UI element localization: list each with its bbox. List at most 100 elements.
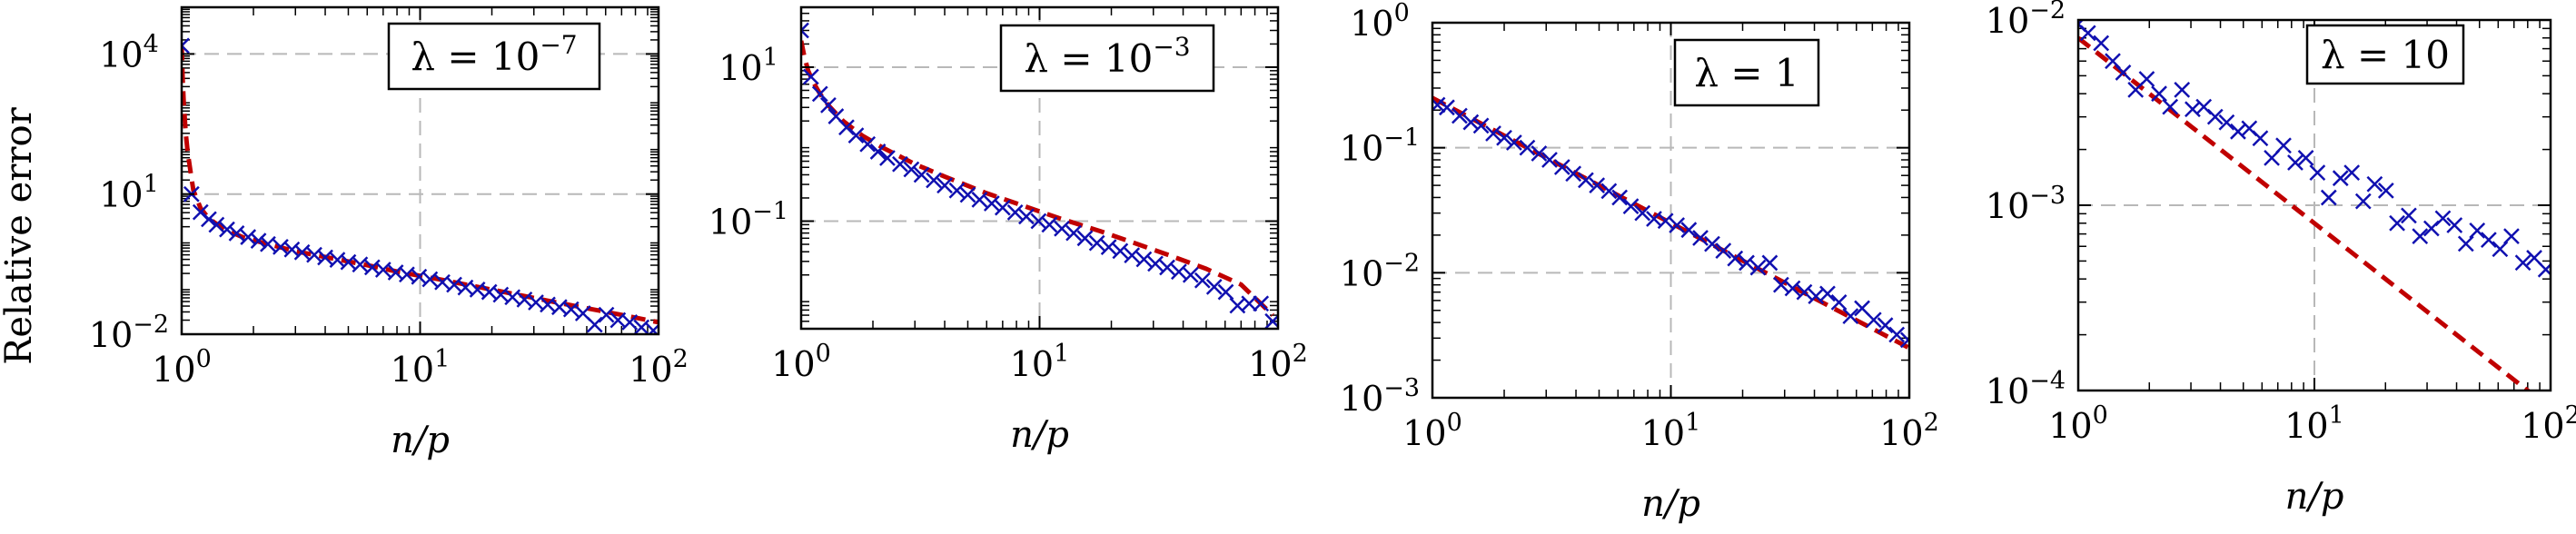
data-point-marker bbox=[1727, 250, 1744, 267]
data-point-marker bbox=[2218, 114, 2235, 131]
data-point-marker bbox=[586, 316, 603, 333]
data-point-marker bbox=[2377, 182, 2394, 199]
data-point-marker bbox=[2503, 228, 2520, 245]
plot-area bbox=[182, 37, 659, 334]
data-point-marker bbox=[1462, 114, 1480, 131]
data-point-marker bbox=[1065, 224, 1082, 242]
data-point-marker bbox=[1496, 129, 1512, 146]
x-axis-label: n/p bbox=[1641, 483, 1700, 525]
data-point-marker bbox=[1194, 272, 1211, 289]
data-point-marker bbox=[2162, 98, 2179, 115]
data-point-marker bbox=[182, 37, 190, 54]
data-point-marker bbox=[879, 150, 896, 166]
data-point-marker bbox=[2252, 130, 2269, 147]
data-point-marker bbox=[1565, 165, 1582, 183]
subplot-2: 100 101 102 10−1 101 n/p λ = 10−3 bbox=[708, 5, 1308, 456]
data-point-marker bbox=[621, 313, 639, 331]
data-point-marker bbox=[1439, 99, 1455, 116]
data-point-marker bbox=[1485, 125, 1501, 142]
data-point-marker bbox=[1135, 251, 1153, 268]
data-point-marker bbox=[801, 22, 809, 39]
data-point-marker bbox=[2514, 254, 2531, 272]
y-tick-label: 10−3 bbox=[1986, 182, 2066, 226]
shared-y-axis-label: Relative error bbox=[0, 106, 40, 364]
data-point-marker bbox=[352, 256, 369, 273]
data-point-marker bbox=[1041, 216, 1058, 233]
y-tick-label: 101 bbox=[99, 171, 159, 215]
plot-area bbox=[801, 22, 1278, 329]
data-point-marker bbox=[2366, 175, 2383, 193]
x-tick-label: 102 bbox=[2521, 401, 2576, 446]
legend-label: λ = 10−7 bbox=[411, 30, 577, 79]
data-point-marker bbox=[1472, 117, 1490, 134]
subplot-1: 100 101 102 10−2 101 104 n/p λ = 10−7 bbox=[89, 5, 689, 461]
legend-box bbox=[1673, 38, 1820, 107]
x-tick-label: 100 bbox=[771, 340, 831, 384]
data-point-marker bbox=[421, 271, 439, 288]
data-point-marker bbox=[948, 182, 966, 199]
data-point-marker bbox=[2093, 35, 2110, 52]
data-point-marker bbox=[971, 191, 988, 208]
data-point-marker bbox=[240, 229, 257, 245]
legend-box bbox=[2305, 24, 2465, 85]
data-point-marker bbox=[1680, 222, 1698, 239]
data-point-marker bbox=[903, 161, 920, 178]
data-point-marker bbox=[2230, 123, 2246, 140]
data-point-marker bbox=[201, 211, 217, 228]
theory-dashed-line bbox=[801, 40, 1274, 317]
data-point-marker bbox=[374, 262, 391, 278]
data-point-marker bbox=[1159, 259, 1175, 276]
x-tick-label: 100 bbox=[152, 345, 212, 390]
data-point-marker bbox=[1241, 295, 1258, 312]
data-point-marker bbox=[2480, 232, 2497, 249]
plot-area bbox=[2078, 20, 2551, 391]
data-point-marker bbox=[2151, 85, 2167, 103]
data-point-marker bbox=[219, 221, 235, 238]
y-tick-label: 10−2 bbox=[1340, 249, 1420, 293]
data-point-marker bbox=[2287, 154, 2304, 171]
data-point-marker bbox=[2401, 207, 2417, 224]
data-point-marker bbox=[228, 224, 245, 242]
legend-label: λ = 10 bbox=[2321, 33, 2450, 77]
data-point-marker bbox=[1761, 254, 1778, 272]
data-point-marker bbox=[1634, 204, 1651, 222]
y-tick-label: 10−1 bbox=[1340, 124, 1420, 169]
x-tick-label: 100 bbox=[1402, 409, 1462, 453]
data-point-marker bbox=[562, 301, 580, 318]
data-point-marker bbox=[2434, 210, 2452, 227]
data-point-marker bbox=[2079, 25, 2096, 42]
data-point-marker bbox=[1124, 247, 1141, 263]
x-tick-label: 101 bbox=[2284, 401, 2344, 446]
data-point-marker bbox=[1715, 242, 1732, 259]
data-point-marker bbox=[1669, 217, 1686, 233]
y-tick-label: 104 bbox=[99, 30, 159, 74]
data-point-marker bbox=[2412, 228, 2429, 245]
data-point-marker bbox=[1147, 255, 1164, 272]
data-point-marker bbox=[892, 155, 908, 173]
data-point-marker bbox=[1772, 276, 1789, 293]
legend-box bbox=[387, 22, 601, 91]
data-point-marker bbox=[1171, 263, 1187, 281]
data-point-marker bbox=[2537, 261, 2551, 278]
data-point-marker bbox=[859, 135, 877, 153]
data-point-marker bbox=[1888, 326, 1906, 343]
data-point-marker bbox=[2206, 108, 2224, 125]
data-point-marker bbox=[926, 172, 942, 189]
data-point-marker bbox=[1018, 208, 1035, 225]
plot-area bbox=[1432, 95, 1909, 351]
data-point-marker bbox=[1600, 183, 1618, 200]
data-point-marker bbox=[1622, 198, 1640, 215]
data-point-marker bbox=[2343, 164, 2361, 181]
data-point-marker bbox=[1088, 234, 1105, 252]
data-point-marker bbox=[1506, 134, 1522, 151]
data-point-marker bbox=[936, 177, 953, 194]
y-tick-label: 100 bbox=[1350, 0, 1410, 44]
data-point-marker bbox=[1531, 145, 1548, 162]
subplot-3: 100 101 102 10−3 10−2 10−1 100 n/p λ = 1 bbox=[1340, 0, 1939, 525]
data-point-marker bbox=[250, 232, 267, 250]
data-point-marker bbox=[2469, 222, 2486, 239]
data-point-marker bbox=[802, 68, 819, 85]
data-point-marker bbox=[208, 216, 225, 233]
subplot-4: 100 101 102 10−4 10−3 10−2 n/p λ = 10 bbox=[1986, 0, 2576, 518]
data-point-marker bbox=[1589, 177, 1606, 193]
